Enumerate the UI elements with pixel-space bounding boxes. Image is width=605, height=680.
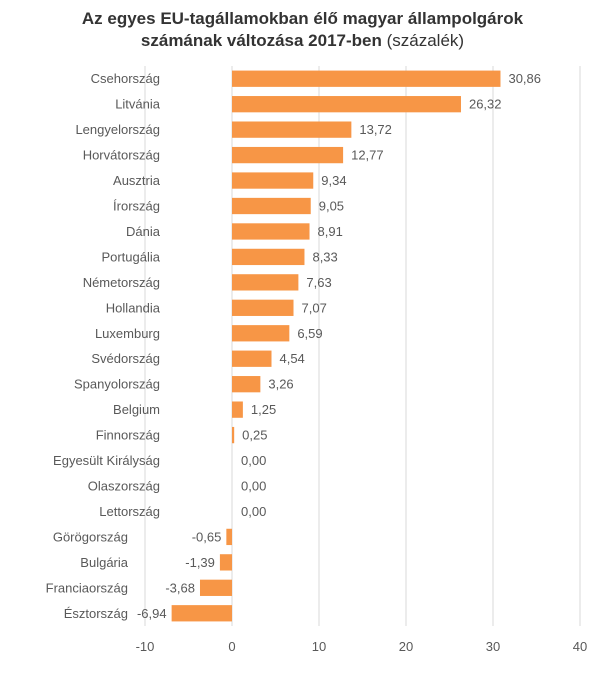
value-label: 0,00 — [241, 504, 266, 519]
bar — [232, 376, 261, 393]
bar — [232, 299, 294, 316]
bar — [232, 96, 461, 113]
category-label: Dánia — [126, 224, 161, 239]
bar — [232, 274, 299, 291]
value-label: 9,05 — [319, 199, 344, 214]
value-label: 8,91 — [318, 224, 343, 239]
value-label: -6,94 — [137, 606, 167, 621]
category-label: Lettország — [99, 504, 160, 519]
category-label: Spanyolország — [74, 377, 160, 392]
value-label: 6,59 — [297, 326, 322, 341]
x-tick-label: 40 — [573, 639, 587, 654]
chart-title-unit: (százalék) — [386, 31, 465, 50]
value-label: -3,68 — [165, 580, 195, 595]
category-label: Lengyelország — [75, 122, 160, 137]
value-labels: 30,86 26,32 13,72 12,77 9,34 9,05 8,91 8,33 7,63… — [137, 71, 541, 621]
bar — [232, 172, 314, 189]
value-label: 7,63 — [306, 275, 331, 290]
x-axis-ticks: -10 0 10 20 30 40 — [136, 639, 588, 654]
category-label: Észtország — [64, 606, 128, 621]
bar — [199, 579, 232, 596]
category-label: Portugália — [101, 249, 160, 264]
bars — [171, 70, 501, 622]
bar — [232, 146, 344, 164]
bar — [232, 223, 310, 240]
chart-title-line2-main: számának változása 2017-ben — [140, 31, 382, 50]
bar — [232, 401, 243, 418]
value-label: -1,39 — [185, 555, 215, 570]
value-label: 0,25 — [242, 428, 267, 443]
bar — [226, 528, 232, 546]
value-label: 30,86 — [508, 71, 541, 86]
bar — [232, 248, 305, 266]
category-label: Csehország — [91, 71, 160, 86]
category-label: Olaszország — [88, 479, 160, 494]
category-label: Litvánia — [115, 97, 161, 112]
category-label: Egyesült Királyság — [53, 453, 160, 468]
x-tick-label: -10 — [136, 639, 155, 654]
category-label: Hollandia — [106, 300, 161, 315]
value-label: 12,77 — [351, 148, 384, 163]
value-label: 4,54 — [279, 351, 304, 366]
value-label: 7,07 — [302, 300, 327, 315]
value-label: 13,72 — [359, 122, 392, 137]
value-label: 8,33 — [312, 249, 337, 264]
value-label: 9,34 — [321, 173, 346, 188]
bar — [232, 70, 501, 87]
value-label: 0,00 — [241, 453, 266, 468]
category-label: Franciaország — [46, 580, 128, 595]
category-label: Bulgária — [80, 555, 128, 570]
x-tick-label: 0 — [228, 639, 235, 654]
bar — [219, 554, 232, 571]
x-tick-label: 10 — [312, 639, 326, 654]
chart-title-line1: Az egyes EU-tagállamokban élő magyar áll… — [81, 9, 524, 28]
x-tick-label: 30 — [486, 639, 500, 654]
chart-title-line2: számának változása 2017-ben (százalék) — [0, 30, 605, 52]
value-label: -0,65 — [192, 529, 222, 544]
category-label: Luxemburg — [95, 326, 160, 341]
category-label: Belgium — [113, 402, 160, 417]
value-label: 3,26 — [268, 377, 293, 392]
category-label: Németország — [83, 275, 160, 290]
category-label: Írország — [113, 199, 160, 214]
bar — [232, 325, 290, 342]
category-label: Ausztria — [113, 173, 161, 188]
chart-title: Az egyes EU-tagállamokban élő magyar áll… — [0, 8, 605, 52]
bar — [232, 426, 235, 444]
bar — [232, 121, 352, 138]
category-label: Horvátország — [83, 148, 160, 163]
category-label: Svédország — [91, 351, 160, 366]
bar — [232, 197, 311, 215]
value-label: 26,32 — [469, 97, 502, 112]
x-tick-label: 20 — [399, 639, 413, 654]
category-label: Görögország — [53, 529, 128, 544]
category-labels: Csehország Litvánia Lengyelország Horvátors… — [46, 71, 161, 621]
category-label: Finnország — [96, 428, 160, 443]
value-label: 0,00 — [241, 479, 266, 494]
bar — [171, 605, 232, 622]
bar — [232, 350, 272, 367]
value-label: 1,25 — [251, 402, 276, 417]
